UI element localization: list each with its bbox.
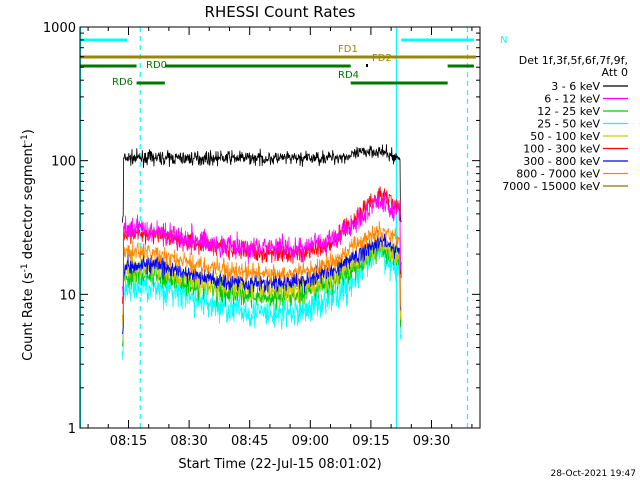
legend-label: 50 - 100 keV <box>530 130 600 143</box>
legend-label: 6 - 12 keV <box>544 93 600 106</box>
y-axis-label-sup2: -1 <box>20 134 30 143</box>
annotation-label: FD2 <box>372 53 392 64</box>
legend-header: Det 1f,3f,5f,6f,7f,9f, <box>519 54 628 67</box>
plot-frame <box>79 26 481 429</box>
x-tick-label: 08:30 <box>170 434 207 449</box>
legend-label: 100 - 300 keV <box>523 143 600 156</box>
chart-title: RHESSI Count Rates <box>205 3 356 21</box>
annotation-label: RD0 <box>146 60 167 71</box>
y-tick-label: 1000 <box>43 21 76 36</box>
x-axis-label: Start Time (22-Jul-15 08:01:02) <box>178 457 381 472</box>
legend-label: 300 - 800 keV <box>523 155 600 168</box>
x-tick-label: 09:15 <box>352 434 389 449</box>
legend-header: Att 0 <box>602 66 628 79</box>
series-line <box>122 230 402 335</box>
annotation-label: N <box>500 35 507 46</box>
y-axis-label-part2: detector segment <box>21 143 36 263</box>
legend-label: 7000 - 15000 keV <box>502 180 600 193</box>
series-line <box>122 220 402 323</box>
legend-label: 800 - 7000 keV <box>516 168 600 181</box>
x-tick-label: 08:45 <box>231 434 268 449</box>
plot-area: N FD1 FD2 RD0 RD4 RD6 <box>79 27 507 428</box>
footer-timestamp: 28-Oct-2021 19:47 <box>551 469 636 479</box>
y-axis-label-sup1: -1 <box>20 263 30 272</box>
axes: 08:15 08:30 08:45 09:00 09:15 09:30 1 10 100 1000 <box>43 21 480 449</box>
annotation-label: RD6 <box>112 77 133 88</box>
annotation-dot <box>366 64 368 67</box>
legend-label: 3 - 6 keV <box>551 80 600 93</box>
y-tick-label: 100 <box>51 155 76 170</box>
x-tick-label: 09:30 <box>413 434 450 449</box>
y-tick-label: 10 <box>59 288 76 303</box>
y-axis-label: Count Rate (s-1 detector segment-1) <box>20 129 36 361</box>
legend-label: 25 - 50 keV <box>537 118 600 131</box>
series-line <box>122 144 402 223</box>
series-line <box>122 240 402 360</box>
y-axis-label-part3: ) <box>21 129 36 134</box>
legend-label: 12 - 25 keV <box>537 105 600 118</box>
y-axis-label-part1: Count Rate (s <box>21 272 36 361</box>
series-line <box>122 192 402 298</box>
y-tick-label: 1 <box>68 422 76 437</box>
x-tick-label: 09:00 <box>292 434 329 449</box>
annotation-label: RD4 <box>338 70 359 81</box>
x-tick-label: 08:15 <box>110 434 147 449</box>
annotation-label: FD1 <box>338 44 358 55</box>
